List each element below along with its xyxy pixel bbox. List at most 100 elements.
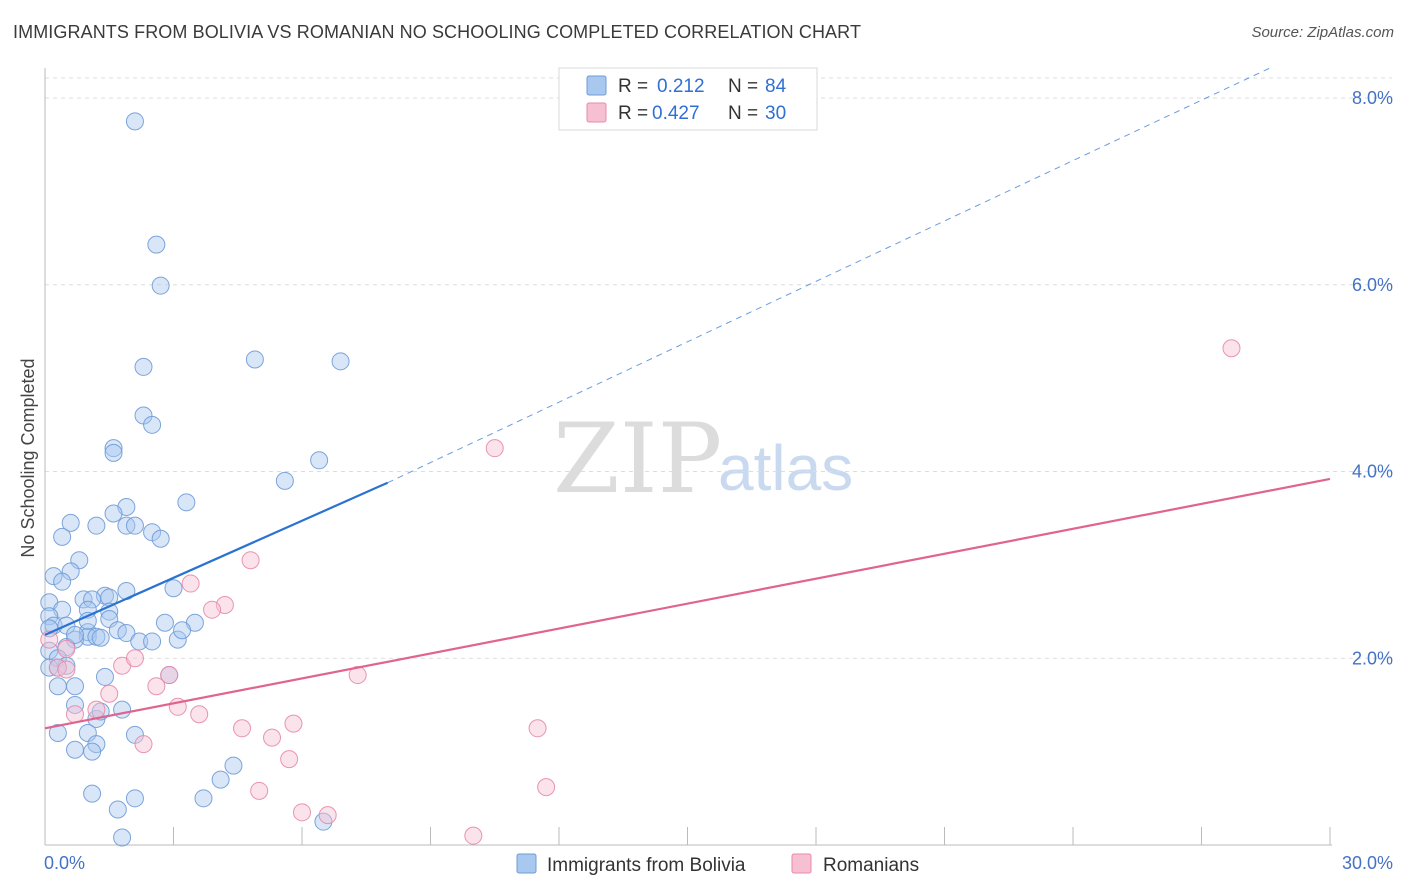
romanians-point-0 (1222, 339, 1241, 358)
bolivia-point-12 (177, 493, 196, 512)
bolivia-point-0 (125, 112, 144, 131)
trend-bolivia-extension (387, 67, 1271, 484)
bolivia-point-20 (151, 529, 170, 548)
legend-n-label-bolivia: N = (728, 76, 758, 97)
legend-swatch-romanians (586, 102, 607, 123)
bolivia-point-7 (143, 415, 162, 434)
bolivia-point-25 (53, 572, 72, 591)
stats-legend: R = 0.212 N = 84 R = 0.427 N = 30 (558, 67, 818, 131)
bolivia-point-45 (117, 624, 136, 643)
gridlines (45, 77, 1392, 659)
romanians-point-11 (125, 649, 144, 668)
bolivia-point-37 (155, 613, 174, 632)
legend-r-label-bolivia: R = (618, 76, 648, 97)
bolivia-point-3 (134, 357, 153, 376)
romanians-point-7 (57, 639, 76, 658)
bolivia-point-77 (194, 789, 213, 808)
legend-r-value-romanians: 0.427 (652, 103, 700, 124)
romanians-point-9 (57, 660, 76, 679)
bolivia-point-2 (151, 276, 170, 295)
legend-r-value-bolivia: 0.212 (657, 76, 705, 97)
source-label: Source: ZipAtlas.com (1251, 24, 1394, 41)
romanians-point-5 (203, 600, 222, 619)
bolivia-point-50 (130, 632, 149, 651)
legend-n-label-romanians: N = (728, 103, 758, 124)
romanians-point-18 (87, 700, 106, 719)
romanians-point-22 (528, 719, 547, 738)
bolivia-point-48 (91, 628, 110, 647)
bolivia-point-9 (104, 443, 123, 462)
bolivia-point-53 (173, 621, 192, 640)
romanians-point-1 (485, 439, 504, 458)
bolivia-point-1 (147, 235, 166, 254)
bolivia-point-21 (53, 527, 72, 546)
bolivia-point-51 (143, 632, 162, 651)
trend-lines (44, 67, 1331, 730)
romanians-point-19 (190, 705, 209, 724)
romanians-point-23 (263, 728, 282, 747)
romanians-point-12 (160, 666, 179, 685)
bolivia-point-62 (48, 677, 67, 696)
legend-r-label-romanians: R = (618, 103, 648, 124)
bolivia-point-81 (48, 723, 67, 742)
bolivia-point-15 (61, 513, 80, 532)
bottom-legend-label-romanians: Romanians (823, 855, 919, 876)
bolivia-point-26 (164, 579, 183, 598)
romanians-point-25 (280, 750, 299, 769)
watermark-atlas: atlas (718, 432, 853, 504)
bolivia-point-76 (125, 789, 144, 808)
y-tick-labels: 2.0% 4.0% 6.0% 8.0% (1352, 88, 1393, 668)
y-tick-label-0: 2.0% (1352, 648, 1393, 668)
romanians-point-14 (147, 677, 166, 696)
bolivia-point-73 (224, 756, 243, 775)
y-tick-label-3: 8.0% (1352, 88, 1393, 108)
bottom-legend-swatch-bolivia (516, 853, 537, 874)
bolivia-point-16 (87, 516, 106, 535)
bolivia-point-18 (125, 516, 144, 535)
romanians-point-24 (134, 735, 153, 754)
y-axis-label: No Schooling Completed (18, 358, 38, 557)
romanians-point-28 (293, 803, 311, 822)
bolivia-point-52 (168, 630, 187, 649)
romanians-point-27 (250, 781, 269, 800)
romanians-point-26 (537, 778, 556, 797)
trend-bolivia (44, 481, 389, 636)
series-romanians-points (40, 339, 1241, 845)
bolivia-point-24 (44, 567, 63, 586)
legend-n-value-bolivia: 84 (765, 76, 787, 97)
romanians-point-3 (181, 574, 200, 593)
bolivia-point-75 (83, 784, 102, 803)
bottom-legend-swatch-romanians (791, 853, 812, 874)
bolivia-point-80 (113, 828, 132, 847)
bolivia-point-78 (108, 800, 127, 819)
romanians-point-30 (464, 826, 483, 845)
bolivia-point-72 (83, 742, 102, 761)
x-tick-label-0: 0.0% (44, 853, 85, 873)
trend-romanians (44, 477, 1331, 730)
bolivia-point-14 (104, 504, 123, 523)
romanians-point-2 (241, 551, 260, 570)
x-tick-label-1: 30.0% (1342, 853, 1393, 873)
bottom-legend-label-bolivia: Immigrants from Bolivia (547, 855, 746, 876)
bolivia-point-10 (310, 451, 329, 470)
series-bolivia-points (40, 112, 350, 847)
x-tick-labels: 0.0% 30.0% (44, 853, 1393, 873)
bolivia-point-63 (65, 677, 84, 696)
bolivia-point-11 (275, 471, 294, 490)
series-legend: Immigrants from Bolivia Romanians (516, 853, 919, 876)
romanians-point-29 (318, 806, 337, 825)
y-tick-label-2: 6.0% (1352, 275, 1393, 295)
chart-title: IMMIGRANTS FROM BOLIVIA VS ROMANIAN NO S… (13, 22, 862, 42)
bolivia-point-4 (245, 350, 264, 369)
romanians-point-20 (284, 714, 303, 733)
romanians-point-15 (100, 684, 119, 703)
romanians-point-6 (40, 630, 59, 649)
axes (44, 68, 1332, 846)
bolivia-point-82 (65, 625, 84, 644)
bolivia-point-71 (65, 740, 84, 759)
watermark-zip: ZIP (553, 403, 722, 515)
y-tick-label-1: 4.0% (1352, 462, 1393, 482)
romanians-point-21 (233, 719, 252, 738)
legend-n-value-romanians: 30 (765, 103, 786, 124)
